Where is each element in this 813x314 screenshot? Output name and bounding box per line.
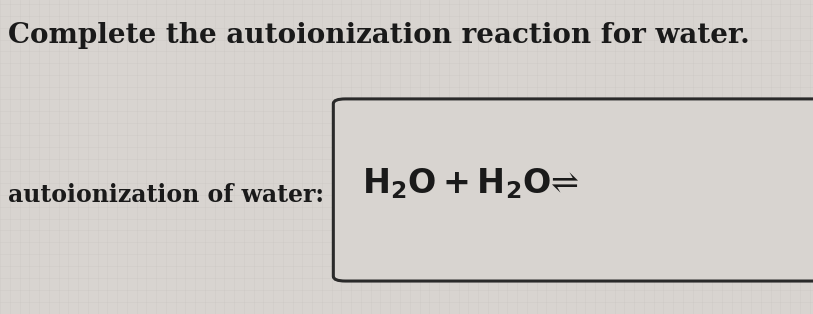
Text: $\mathbf{H_2O + H_2O}$⇌: $\mathbf{H_2O + H_2O}$⇌	[362, 166, 580, 201]
Text: autoionization of water:: autoionization of water:	[8, 183, 324, 207]
Text: Complete the autoionization reaction for water.: Complete the autoionization reaction for…	[8, 22, 750, 49]
FancyBboxPatch shape	[333, 99, 813, 281]
